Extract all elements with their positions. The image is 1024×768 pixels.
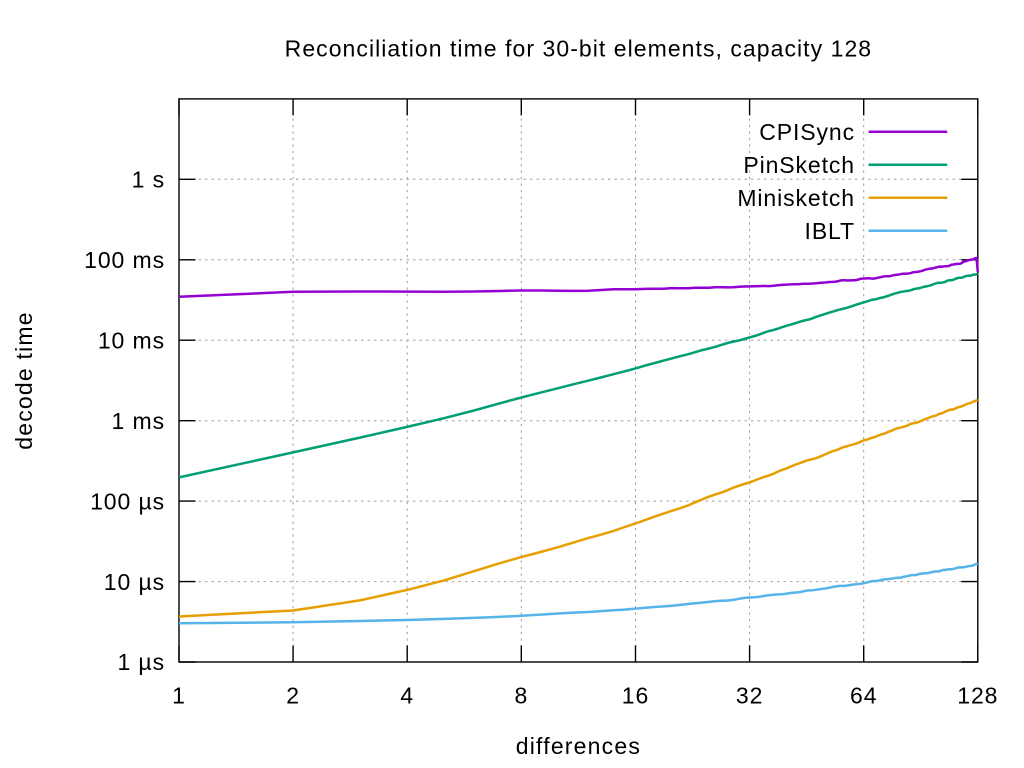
svg-text:differences: differences [516,733,641,759]
svg-text:IBLT: IBLT [805,218,855,244]
svg-text:1 s: 1 s [132,167,165,193]
svg-text:PinSketch: PinSketch [743,152,855,178]
svg-text:Minisketch: Minisketch [737,185,855,211]
svg-text:1 ms: 1 ms [112,408,165,434]
svg-text:16: 16 [622,683,649,709]
svg-text:100 ms: 100 ms [84,247,165,273]
svg-text:4: 4 [400,683,414,709]
svg-text:8: 8 [514,683,528,709]
svg-text:1 µs: 1 µs [117,649,165,675]
svg-text:2: 2 [286,683,300,709]
svg-text:10 ms: 10 ms [98,327,165,353]
svg-text:Reconciliation time for 30-bit: Reconciliation time for 30-bit elements,… [285,36,872,62]
svg-text:100 µs: 100 µs [90,488,165,514]
svg-text:64: 64 [850,683,877,709]
svg-text:32: 32 [736,683,763,709]
svg-text:10 µs: 10 µs [104,569,165,595]
svg-text:1: 1 [172,683,186,709]
svg-text:CPISync: CPISync [759,119,855,145]
svg-text:decode time: decode time [11,311,37,450]
svg-text:128: 128 [957,683,998,709]
